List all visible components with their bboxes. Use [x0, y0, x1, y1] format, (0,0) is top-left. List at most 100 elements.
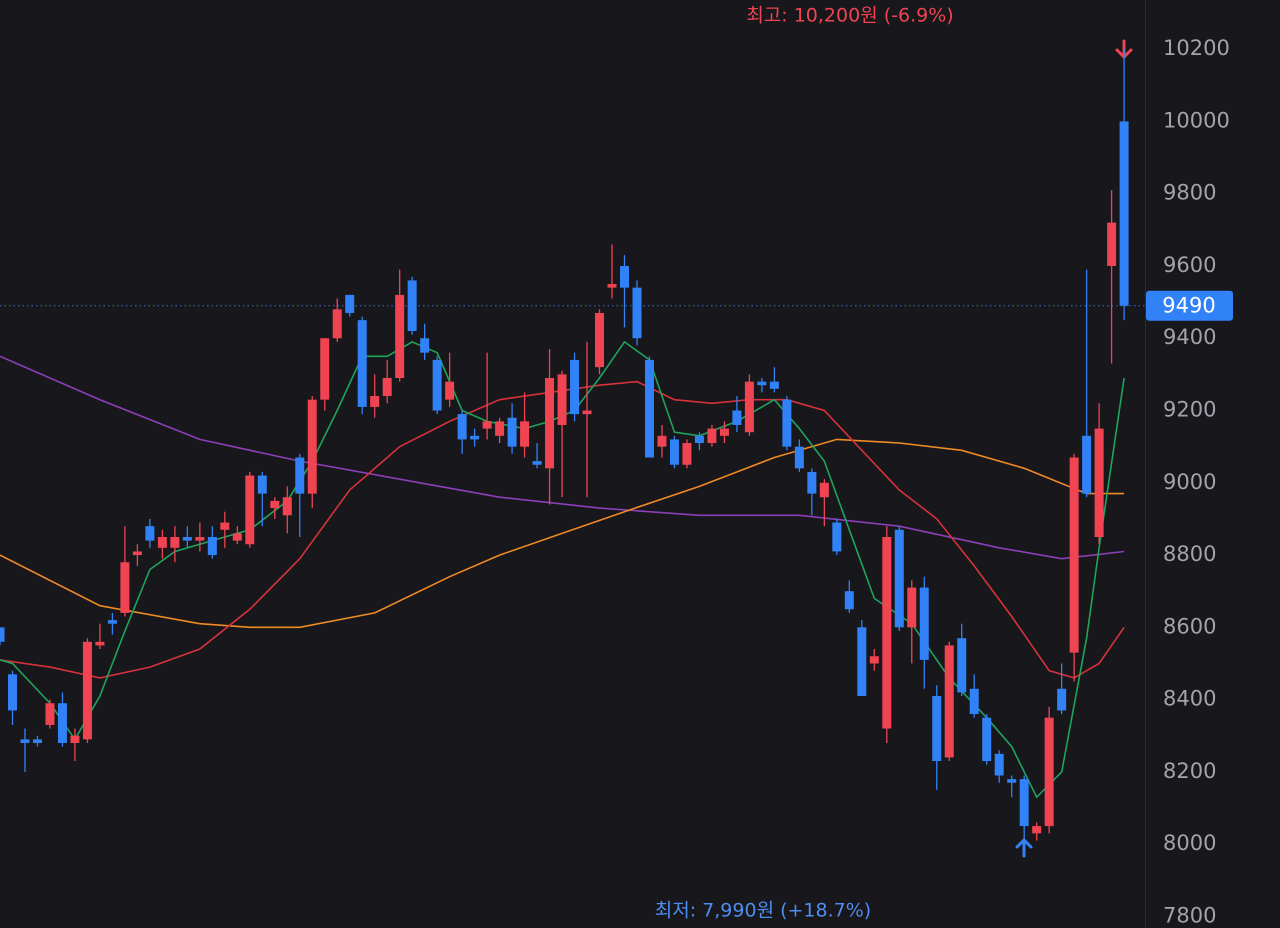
candle-body — [407, 280, 417, 332]
candle-body — [470, 435, 480, 440]
candle-body — [1007, 779, 1017, 783]
candle-body — [1119, 121, 1129, 306]
candle-body — [682, 443, 692, 465]
candle-body — [1057, 688, 1067, 711]
candle-body — [0, 627, 5, 642]
candle-body — [707, 428, 717, 444]
candle-body — [157, 536, 167, 548]
candle-body — [932, 696, 942, 762]
candle-body — [282, 497, 292, 516]
y-tick-label: 8200 — [1163, 759, 1216, 783]
candle-body — [1032, 826, 1042, 834]
moving-average-line — [0, 438, 1125, 629]
candle-body — [420, 338, 430, 353]
candle-body — [70, 735, 80, 743]
candle-body — [832, 522, 842, 552]
candle-body — [232, 533, 242, 541]
candle-body — [507, 417, 517, 447]
candle-body — [332, 309, 342, 339]
y-tick-label: 9200 — [1163, 398, 1216, 422]
candle-body — [57, 703, 67, 743]
candle-body — [257, 475, 267, 494]
candle-body — [919, 587, 929, 660]
y-tick-label: 8600 — [1163, 614, 1216, 638]
candle-body — [545, 377, 555, 469]
y-tick-label: 9000 — [1163, 470, 1216, 494]
candle-body — [245, 475, 255, 545]
candle-body — [45, 703, 55, 725]
candle-body — [482, 421, 492, 429]
candle-body — [582, 410, 592, 415]
candle-body — [1094, 428, 1104, 537]
candle-body — [744, 381, 754, 433]
candle-body — [869, 656, 879, 664]
candle-body — [32, 739, 42, 743]
candle-body — [732, 410, 742, 425]
candle-body — [957, 638, 967, 693]
candle-body — [120, 562, 130, 613]
candle-body — [857, 627, 867, 696]
candle-body — [82, 641, 92, 740]
candle-body — [994, 753, 1004, 776]
candle-body — [794, 446, 804, 469]
candle-body — [694, 435, 704, 444]
candle-body — [607, 284, 617, 288]
candle-body — [1044, 717, 1054, 827]
candle-body — [782, 399, 792, 447]
y-tick-label: 8000 — [1163, 831, 1216, 855]
candle-body — [107, 620, 117, 624]
y-tick-label: 8800 — [1163, 542, 1216, 566]
candle-body — [357, 320, 367, 407]
candle-body — [532, 461, 542, 465]
high-annotation: 최고: 10,200원 (-6.9%) — [746, 5, 953, 27]
candle-body — [307, 399, 317, 494]
candle-body — [632, 287, 642, 339]
y-tick-label: 9600 — [1163, 253, 1216, 277]
candle-body — [657, 435, 667, 447]
candle-body — [457, 414, 467, 440]
candle-body — [320, 338, 330, 400]
candle-body — [757, 381, 767, 386]
candle-body — [495, 421, 505, 436]
candle-body — [170, 536, 180, 548]
candle-body — [907, 587, 917, 628]
candle-body — [769, 381, 779, 389]
candle-body — [432, 359, 442, 411]
candle-body — [894, 529, 904, 628]
candle-body — [1107, 222, 1117, 266]
last-price-tag — [1146, 290, 1233, 321]
candle-body — [1019, 779, 1029, 827]
y-tick-label: 9400 — [1163, 325, 1216, 349]
y-tick-label: 9800 — [1163, 181, 1216, 205]
candle-body — [1069, 457, 1079, 653]
candle-body — [145, 526, 155, 541]
candle-body — [182, 536, 192, 541]
candle-body — [882, 536, 892, 729]
low-annotation: 최저: 7,990원 (+18.7%) — [655, 900, 871, 922]
candle-body — [1082, 435, 1092, 494]
candle-body — [207, 536, 217, 556]
candle-body — [982, 717, 992, 762]
candle-body — [20, 739, 30, 743]
candle-body — [195, 536, 205, 541]
moving-average-line — [0, 380, 1125, 679]
candle-body — [644, 359, 654, 458]
candle-body — [220, 522, 230, 530]
candle-body — [520, 421, 530, 447]
candle-body — [270, 500, 280, 509]
y-tick-label: 10200 — [1163, 36, 1230, 60]
candle-body — [345, 294, 355, 313]
y-tick-label: 7800 — [1163, 903, 1216, 927]
last-price-label: 9490 — [1162, 294, 1215, 318]
candle-body — [132, 551, 142, 556]
candle-body — [944, 645, 954, 758]
candle-body — [557, 374, 567, 425]
y-tick-label: 8400 — [1163, 687, 1216, 711]
candle-body — [620, 265, 629, 288]
candles — [0, 49, 1129, 848]
candle-body — [95, 641, 105, 646]
candle-body — [969, 688, 979, 715]
candle-body — [807, 471, 817, 494]
candle-body — [595, 312, 605, 368]
